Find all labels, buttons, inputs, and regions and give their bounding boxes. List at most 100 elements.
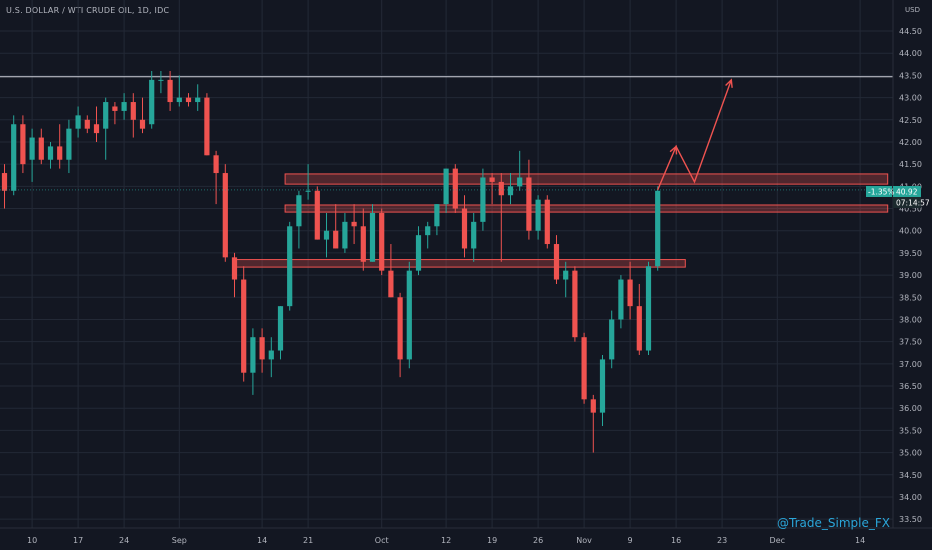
candle-body [277,306,284,351]
candle [369,204,376,262]
y-tick-label: 39.00 [899,271,922,280]
candle [185,93,192,107]
y-tick-label: 41.50 [899,160,922,169]
candle [425,221,431,249]
candle [388,244,394,298]
x-tick-label: 21 [303,536,313,545]
candle-body [75,115,81,129]
candle [535,195,541,240]
y-tick-label: 34.50 [899,471,922,480]
candle-body [388,270,394,298]
y-tick-label: 38.00 [899,315,922,324]
candle-body [222,173,228,258]
candle [130,93,136,138]
grid [0,0,893,528]
candle-body [176,97,182,103]
candle [195,84,201,111]
candle [581,332,587,404]
candle-body [406,270,412,360]
candle-body [351,221,357,227]
y-tick-label: 40.00 [899,227,922,236]
candle-body [397,297,403,360]
x-tick-label: 12 [441,536,451,545]
candle [75,106,81,138]
candle [360,208,366,271]
candle-body [29,137,35,160]
candle-body [241,279,247,373]
y-tick-label: 37.50 [899,338,922,347]
time-axis[interactable]: 10 17 24 Sep 14 21 Oct 12 19 26 Nov 9 16 23 Dec 14 [0,527,932,545]
candle-body [305,190,311,192]
candle-body [57,146,63,160]
candle-body [195,97,201,103]
candle [305,164,311,200]
candle-body [213,155,219,174]
candle-body [563,270,569,280]
candle [443,168,449,213]
candle [231,252,238,298]
candle [314,186,320,240]
candle [1,164,8,209]
candle [287,221,293,311]
candle-body [526,177,532,231]
candle [93,106,100,142]
x-tick-label: 9 [628,536,633,545]
candle [618,275,624,329]
candle [351,204,357,245]
candle-body [480,177,486,222]
candle [397,292,403,378]
candle [259,328,265,373]
zone-rect [234,259,686,268]
zone-rect [284,204,889,213]
candle-body [84,119,90,129]
candle-body [130,102,136,120]
candle [342,212,348,253]
candle-body [645,266,652,351]
symbol-title: U.S. DOLLAR / WTI CRUDE OIL, 1D, IDC [6,6,170,15]
candle [323,212,330,258]
candle-body [287,226,293,307]
candle-body [268,350,274,360]
candles [0,70,893,453]
candle [333,204,339,249]
candle-body [323,230,330,240]
candle-body [535,199,541,231]
candle-body [425,226,431,236]
candle [461,195,468,258]
candle [149,70,155,129]
candle [645,261,652,355]
arrow-head [669,144,678,155]
candle [434,204,440,236]
candle-body [489,177,495,182]
y-tick-label: 43.00 [899,94,922,103]
x-tick-label: 14 [257,536,267,545]
arrow-head [725,78,733,88]
x-tick-label: 24 [119,536,129,545]
y-tick-label: 39.50 [899,249,922,258]
projection-path [657,79,732,191]
candle [415,226,422,276]
x-tick-label: 16 [671,536,681,545]
price-axis[interactable]: 44.5044.0043.5043.0042.5042.0041.5041.00… [892,0,922,528]
candle [471,212,477,262]
candle [526,159,532,240]
candle [11,115,17,196]
candle-body [507,186,514,196]
candle-body [38,137,44,160]
candle-body [47,146,54,160]
watermark: @Trade_Simple_FX [777,516,890,530]
price-tag: -1.35% 40.92 07:14:57 [866,186,930,208]
candle-body [296,195,302,227]
y-tick-label: 43.50 [899,71,922,80]
candle [167,70,173,111]
candle-body [342,221,348,249]
candle-body [379,212,385,271]
candle-body [93,124,100,134]
zone-rect [284,173,889,185]
y-tick-label: 35.00 [899,449,922,458]
candle-body [581,337,587,400]
candle [268,337,274,378]
y-tick-label: 40.50 [899,205,922,214]
candle [507,173,514,205]
